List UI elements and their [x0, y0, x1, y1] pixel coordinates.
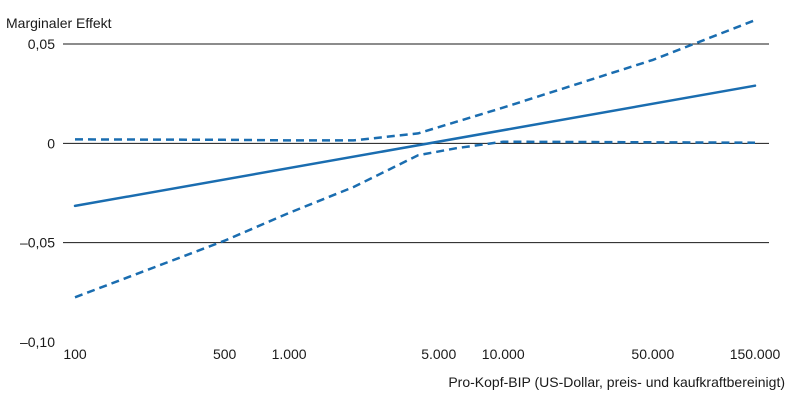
- y-tick-label: 0,05: [28, 36, 55, 52]
- y-axis-label: Marginaler Effekt: [6, 15, 112, 31]
- x-tick-label: 10.000: [482, 346, 525, 362]
- confidence-band-line-1: [74, 19, 756, 142]
- x-tick-label: 500: [213, 346, 237, 362]
- x-tick-label: 5.000: [421, 346, 456, 362]
- x-tick-label: 1.000: [272, 346, 307, 362]
- y-tick-label: 0: [47, 135, 55, 151]
- x-tick-labels: 100 500 1.000 5.000 10.000 50.000 150.000: [63, 346, 780, 362]
- x-tick-label: 100: [63, 346, 87, 362]
- marginal-effect-line-0: [73, 84, 757, 208]
- x-tick-label: 150.000: [730, 346, 781, 362]
- y-tick-label: –0,10: [20, 334, 55, 350]
- y-tick-labels: 0,05 0 –0,05 –0,10: [20, 36, 55, 350]
- confidence-band-line-2: [74, 140, 756, 299]
- x-axis-label: Pro-Kopf-BIP (US-Dollar, preis- und kauf…: [448, 374, 785, 390]
- y-tick-label: –0,05: [20, 235, 55, 251]
- x-tick-label: 50.000: [631, 346, 674, 362]
- series-lines: [73, 19, 757, 299]
